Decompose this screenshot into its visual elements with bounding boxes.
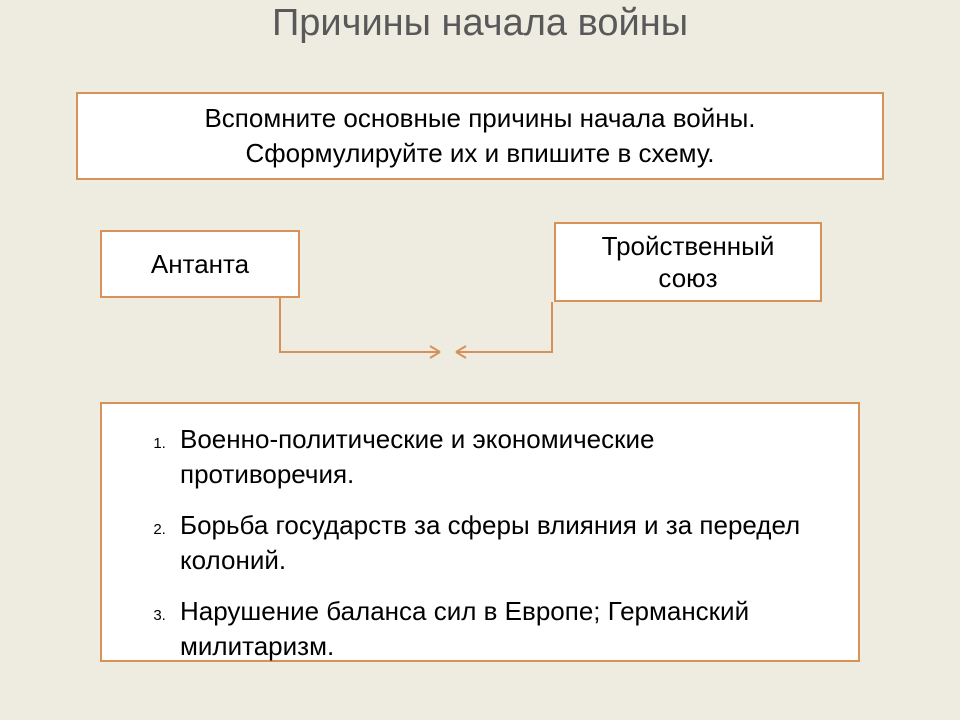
instruction-box: Вспомните основные причины начала войны.… <box>76 92 884 180</box>
cause-item-3: Нарушение баланса сил в Европе; Германск… <box>170 594 822 664</box>
entente-box: Антанта <box>100 230 300 298</box>
cause-item-2: Борьба государств за сферы влияния и за … <box>170 508 822 578</box>
triple-alliance-box: Тройственный союз <box>554 222 822 302</box>
slide-title: Причины начала войны <box>0 2 960 45</box>
entente-label: Антанта <box>151 249 249 280</box>
triple-label-line-2: союз <box>602 262 775 295</box>
instruction-line-2: Сформулируйте их и впишите в схему. <box>246 136 715 171</box>
causes-box: Военно-политические и экономические прот… <box>100 402 860 662</box>
triple-label-line-1: Тройственный <box>602 230 775 263</box>
instruction-line-1: Вспомните основные причины начала войны. <box>204 101 755 136</box>
causes-list: Военно-политические и экономические прот… <box>170 422 822 665</box>
cause-item-1: Военно-политические и экономические прот… <box>170 422 822 492</box>
